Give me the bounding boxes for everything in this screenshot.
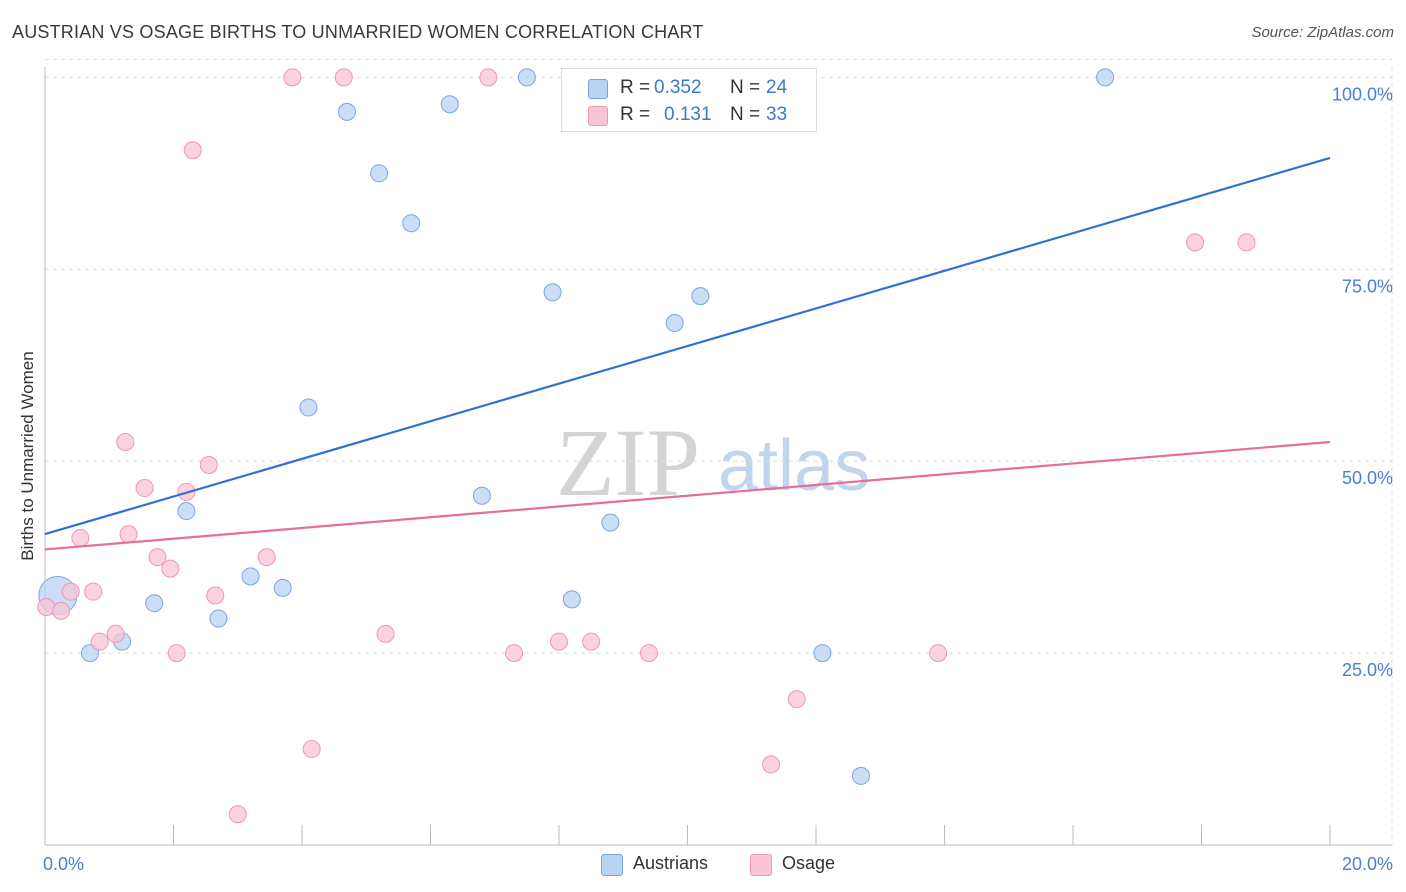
r-value: 0.131 (664, 104, 712, 125)
legend-item-osage[interactable]: Osage (750, 852, 850, 876)
axes (44, 67, 1392, 846)
austrian-point (665, 314, 684, 332)
osage-point (479, 68, 498, 87)
osage-point (167, 644, 186, 663)
austrian-point (209, 609, 228, 628)
x-tick-label: 0.0% (43, 854, 84, 874)
osage-swatch (588, 106, 608, 126)
osage-point (228, 805, 247, 824)
osage-point (90, 632, 109, 651)
osage-point (84, 582, 103, 601)
osage-point (71, 528, 90, 547)
osage-point (762, 755, 781, 774)
r-label: R = (620, 104, 651, 125)
austrian-point (273, 578, 292, 597)
n-value: 33 (766, 104, 788, 125)
n-label: N = (730, 77, 761, 98)
austrian-point (1096, 68, 1115, 87)
osage-point (302, 740, 321, 759)
osage-point (61, 582, 80, 601)
osage-point (183, 141, 202, 160)
austrian-point (440, 95, 459, 114)
n-value: 24 (766, 77, 788, 98)
osage-point (106, 624, 125, 643)
legend-row-austrians: R = 0.352 N = 24 (588, 75, 818, 101)
osage-point (135, 479, 154, 498)
austrian-point (337, 102, 356, 121)
austrian-point (80, 644, 99, 663)
r-value: 0.352 (654, 77, 702, 98)
austrian-point (177, 502, 196, 521)
tick-labels: 25.0% 50.0% 75.0% 100.0% 0.0% 20.0% (43, 84, 1393, 874)
osage-point (116, 432, 135, 451)
austrian-point (402, 214, 421, 233)
legend-item-austrians[interactable]: Austrians (601, 852, 731, 876)
osage-point (199, 456, 218, 475)
osage-point (161, 559, 180, 578)
austrians-swatch (601, 854, 623, 876)
chart-title: AUSTRIAN VS OSAGE BIRTHS TO UNMARRIED WO… (12, 22, 704, 42)
osage-point (52, 601, 71, 620)
legend-label: Osage (782, 853, 836, 873)
osage-point (334, 68, 353, 87)
source-attribution: Source: ZipAtlas.com (1251, 24, 1394, 41)
austrian-point (562, 590, 581, 609)
legend-row-osage: R = 0.131 N = 33 (588, 102, 818, 128)
austrians-swatch (588, 79, 608, 99)
austrian-point (813, 644, 832, 663)
austrian-point (145, 594, 164, 613)
watermark-zip: ZIP (556, 409, 700, 516)
austrian-point (691, 287, 710, 306)
osage-point (1186, 233, 1205, 252)
osage-point (119, 525, 138, 544)
correlation-legend: R = 0.352 N = 24 R = 0.131 N = 33 (561, 68, 817, 132)
osage-swatch (750, 854, 772, 876)
n-label: N = (730, 104, 761, 125)
y-tick-label: 25.0% (1342, 660, 1393, 680)
osage-point (206, 586, 225, 605)
austrians-trend-line (44, 156, 1331, 536)
watermark: ZIP atlas (556, 409, 870, 516)
osage-point (550, 632, 568, 651)
osage-point (148, 548, 167, 567)
osage-point (376, 624, 395, 643)
osage-point (582, 632, 601, 651)
austrian-point (601, 513, 620, 532)
austrian-point (241, 567, 260, 586)
osage-point (1237, 233, 1256, 252)
osage-point (929, 644, 948, 663)
osage-point (639, 644, 658, 663)
austrian-point (851, 766, 870, 785)
x-tick-label: 20.0% (1342, 854, 1393, 874)
osage-point (257, 548, 276, 567)
data-points (37, 68, 1256, 824)
osage-trend-line (44, 440, 1331, 551)
austrian-point (517, 68, 536, 87)
legend-label: Austrians (633, 853, 709, 873)
y-tick-label: 75.0% (1342, 276, 1393, 296)
y-tick-label: 50.0% (1342, 468, 1393, 488)
osage-point (37, 598, 56, 617)
austrian-point (472, 486, 491, 505)
osage-point (505, 644, 524, 663)
trend-lines (44, 156, 1331, 551)
watermark-atlas: atlas (718, 426, 870, 506)
r-label: R = (620, 77, 651, 98)
austrian-point (543, 283, 562, 302)
austrian-point (370, 164, 389, 183)
osage-point (787, 690, 806, 709)
osage-point (283, 68, 302, 87)
y-tick-label: 100.0% (1332, 84, 1393, 104)
austrian-point (299, 398, 318, 417)
